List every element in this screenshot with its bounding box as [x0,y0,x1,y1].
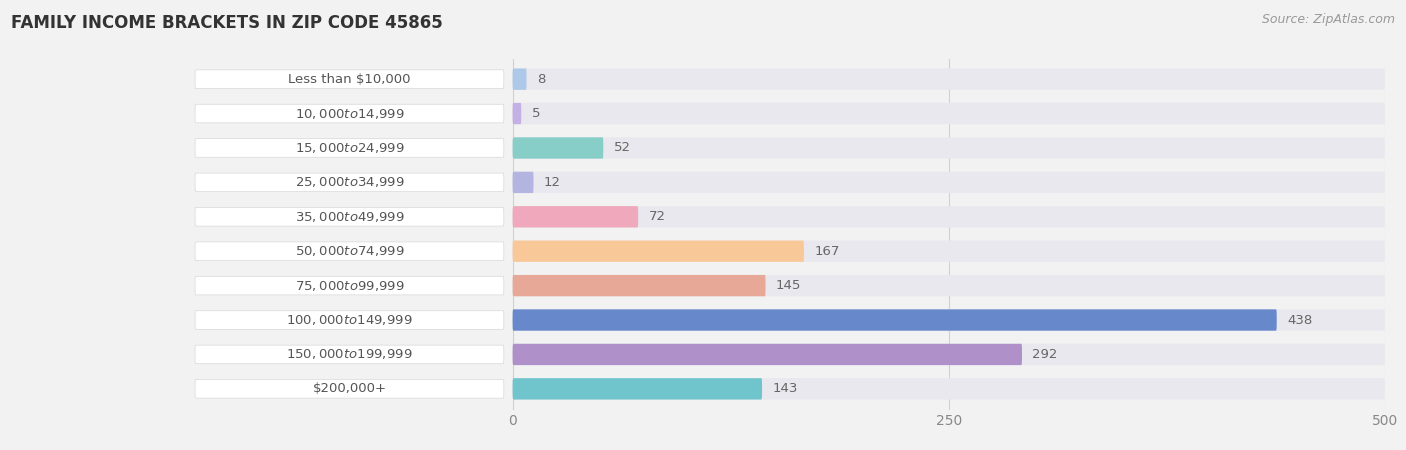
FancyBboxPatch shape [513,309,1385,331]
Text: $35,000 to $49,999: $35,000 to $49,999 [295,210,405,224]
FancyBboxPatch shape [513,275,1385,296]
FancyBboxPatch shape [513,206,638,227]
FancyBboxPatch shape [513,137,603,159]
Text: $100,000 to $149,999: $100,000 to $149,999 [287,313,413,327]
Text: $200,000+: $200,000+ [312,382,387,396]
FancyBboxPatch shape [513,378,762,400]
Text: 292: 292 [1032,348,1057,361]
FancyBboxPatch shape [513,378,1385,400]
Text: 143: 143 [772,382,799,396]
Text: 167: 167 [814,245,839,258]
FancyBboxPatch shape [513,103,1385,124]
Text: 72: 72 [648,210,665,223]
FancyBboxPatch shape [195,242,503,261]
FancyBboxPatch shape [195,139,503,157]
FancyBboxPatch shape [195,345,503,364]
Text: 8: 8 [537,72,546,86]
Text: FAMILY INCOME BRACKETS IN ZIP CODE 45865: FAMILY INCOME BRACKETS IN ZIP CODE 45865 [11,14,443,32]
FancyBboxPatch shape [513,344,1022,365]
FancyBboxPatch shape [513,344,1385,365]
FancyBboxPatch shape [195,70,503,89]
Text: $150,000 to $199,999: $150,000 to $199,999 [287,347,413,361]
FancyBboxPatch shape [513,275,765,296]
FancyBboxPatch shape [195,173,503,192]
Text: Less than $10,000: Less than $10,000 [288,72,411,86]
Text: 438: 438 [1288,314,1312,327]
FancyBboxPatch shape [513,241,804,262]
FancyBboxPatch shape [195,104,503,123]
FancyBboxPatch shape [195,207,503,226]
FancyBboxPatch shape [195,311,503,329]
FancyBboxPatch shape [513,172,533,193]
FancyBboxPatch shape [513,103,522,124]
FancyBboxPatch shape [513,137,1385,159]
FancyBboxPatch shape [195,276,503,295]
Text: $25,000 to $34,999: $25,000 to $34,999 [295,176,405,189]
Text: 52: 52 [614,141,631,154]
FancyBboxPatch shape [513,206,1385,227]
Text: $10,000 to $14,999: $10,000 to $14,999 [295,107,405,121]
FancyBboxPatch shape [513,241,1385,262]
Text: $50,000 to $74,999: $50,000 to $74,999 [295,244,405,258]
Text: 5: 5 [531,107,540,120]
FancyBboxPatch shape [513,309,1277,331]
FancyBboxPatch shape [513,172,1385,193]
Text: $15,000 to $24,999: $15,000 to $24,999 [295,141,405,155]
FancyBboxPatch shape [195,379,503,398]
FancyBboxPatch shape [513,68,526,90]
Text: $75,000 to $99,999: $75,000 to $99,999 [295,279,405,292]
Text: 12: 12 [544,176,561,189]
Text: 145: 145 [776,279,801,292]
FancyBboxPatch shape [513,68,1385,90]
Text: Source: ZipAtlas.com: Source: ZipAtlas.com [1261,14,1395,27]
